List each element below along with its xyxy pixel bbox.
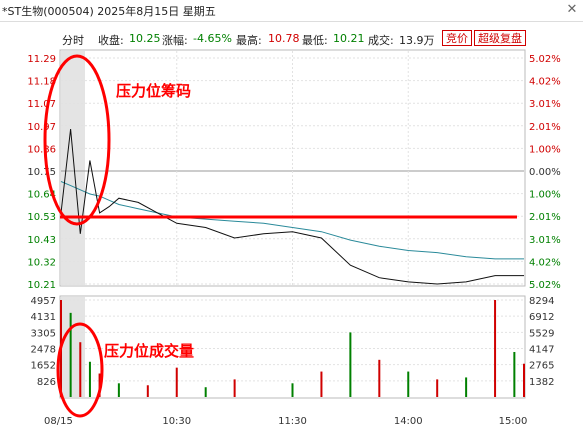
volume-bar	[513, 351, 516, 397]
volume-bar	[88, 361, 91, 397]
volume-right-axis: 8294 6912 5529 4147 2765 1382	[529, 296, 554, 388]
price-tick-label: 10.86	[27, 144, 56, 155]
price-pct-tick-label: 5.02%	[529, 54, 561, 65]
volume-bar	[407, 371, 410, 397]
average-price-line	[60, 181, 524, 260]
price-tick-label: 10.43	[27, 235, 56, 246]
volume-value: 13.9万	[399, 34, 435, 47]
close-label: 收盘:	[98, 34, 124, 47]
volume-tick-label: 826	[37, 377, 56, 388]
low-label: 最低:	[302, 34, 328, 47]
price-pct-tick-label: 2.01%	[529, 122, 561, 133]
price-pct-tick-label: 0.00%	[529, 167, 561, 178]
auction-shading	[61, 51, 85, 285]
volume-tick-label: 2478	[31, 345, 56, 356]
volume-tick-label: 4131	[31, 312, 56, 323]
volume-bar	[320, 371, 323, 397]
price-line	[60, 129, 524, 285]
high-label: 最高:	[236, 34, 262, 47]
replay-button[interactable]: 超级复盘	[474, 30, 526, 46]
volume-right-tick-label: 1382	[529, 377, 554, 388]
volume-bar	[291, 383, 294, 397]
price-tick-label: 11.07	[27, 99, 56, 110]
volume-right-tick-label: 6912	[529, 312, 554, 323]
change-label: 涨幅:	[162, 34, 188, 47]
time-tick-label: 10:30	[162, 416, 191, 427]
time-tick-label: 11:30	[278, 416, 307, 427]
time-axis: 08/15 10:30 11:30 14:00 15:00	[44, 416, 527, 427]
volume-right-tick-label: 2765	[529, 361, 554, 372]
price-tick-label: 10.32	[27, 257, 56, 268]
pressure-volume-label: 压力位成交量	[104, 342, 194, 360]
volume-right-tick-label: 8294	[529, 296, 554, 307]
volume-bar	[117, 383, 120, 397]
close-icon[interactable]: ✕	[566, 2, 578, 17]
info-bar: 分时 收盘: 10.25 涨幅: -4.65% 最高: 10.78 最低: 10…	[0, 28, 583, 48]
volume-bar	[146, 385, 149, 397]
label-time: 分时	[62, 34, 84, 47]
volume-tick-label: 1652	[31, 361, 56, 372]
close-value: 10.25	[129, 32, 161, 45]
low-value: 10.21	[333, 32, 365, 45]
time-tick-label: 08/15	[44, 416, 73, 427]
volume-bar	[204, 387, 207, 397]
pressure-chips-label: 压力位筹码	[116, 82, 191, 100]
price-pct-tick-label: 5.02%	[529, 280, 561, 291]
volume-right-tick-label: 4147	[529, 345, 554, 356]
volume-left-axis: 4957 4131 3305 2478 1652 826	[31, 296, 56, 388]
volume-bar	[175, 367, 178, 397]
volume-grid	[61, 299, 524, 382]
price-pct-tick-label: 2.01%	[529, 212, 561, 223]
volume-bar	[378, 359, 381, 397]
auction-button[interactable]: 竞价	[442, 30, 472, 46]
price-pct-tick-label: 1.00%	[529, 144, 561, 155]
volume-bar	[349, 332, 352, 397]
change-value: -4.65%	[193, 32, 232, 45]
volume-right-tick-label: 5529	[529, 328, 554, 339]
price-tick-label: 11.18	[27, 77, 56, 88]
volume-bar	[465, 377, 468, 397]
title-bar: *ST生物(000504) 2025年8月15日 星期五 ✕	[0, 0, 583, 22]
price-pct-tick-label: 4.02%	[529, 257, 561, 268]
price-tick-label: 11.29	[27, 54, 56, 65]
price-pct-tick-label: 1.00%	[529, 190, 561, 201]
price-right-axis: 5.02% 4.02% 3.01% 2.01% 1.00% 0.00% 1.00% 2.01%…	[529, 54, 561, 291]
price-tick-label: 10.64	[27, 190, 56, 201]
pressure-volume-circle	[56, 322, 104, 418]
volume-bar	[233, 379, 236, 397]
window-title: *ST生物(000504) 2025年8月15日 星期五	[2, 5, 216, 18]
time-tick-label: 14:00	[394, 416, 423, 427]
high-value: 10.78	[268, 32, 300, 45]
volume-bar	[69, 312, 72, 397]
price-tick-label: 10.75	[27, 167, 56, 178]
pressure-chips-circle	[43, 54, 111, 226]
price-left-axis: 11.29 11.18 11.07 10.97 10.86 10.75 10.64 10.53…	[27, 54, 56, 291]
price-tick-label: 10.97	[27, 122, 56, 133]
volume-label: 成交:	[368, 34, 394, 47]
price-panel-frame	[59, 49, 526, 287]
volume-bar	[79, 342, 82, 397]
volume-tick-label: 3305	[31, 328, 56, 339]
price-tick-label: 10.53	[27, 212, 56, 223]
price-tick-label: 10.21	[27, 280, 56, 291]
price-pct-tick-label: 3.01%	[529, 235, 561, 246]
volume-bar	[494, 300, 497, 397]
volume-bar	[436, 379, 439, 397]
volume-bar	[523, 363, 525, 397]
volume-tick-label: 4957	[31, 296, 56, 307]
time-tick-label: 15:00	[499, 416, 528, 427]
price-pct-tick-label: 3.01%	[529, 99, 561, 110]
price-pct-tick-label: 4.02%	[529, 77, 561, 88]
auction-shading-volume	[61, 297, 85, 397]
